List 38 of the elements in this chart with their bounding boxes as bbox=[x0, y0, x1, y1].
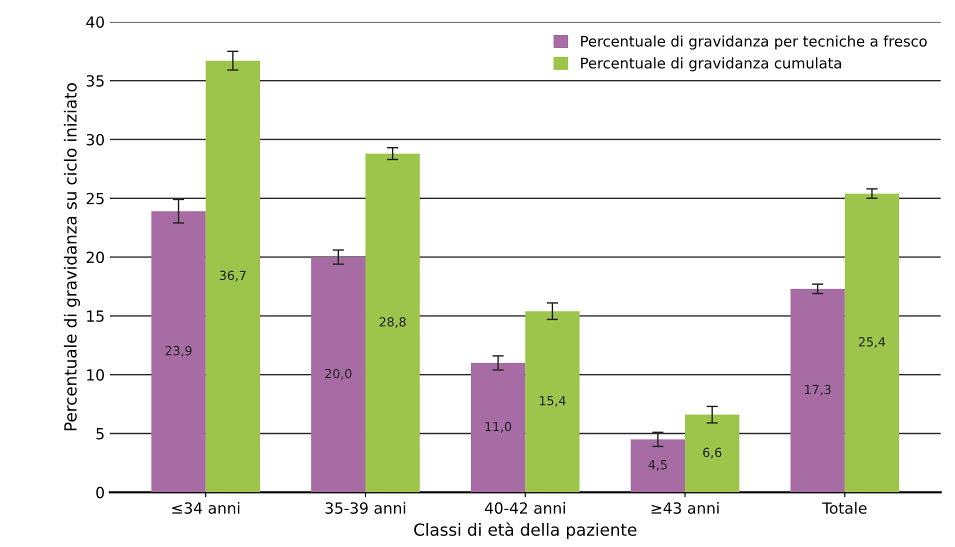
legend-label: Percentuale di gravidanza per tecniche a fresco bbox=[581, 35, 927, 50]
bar bbox=[206, 60, 260, 492]
data-label: 17,3 bbox=[805, 384, 831, 396]
y-axis-title: Percentuale di gravidanza su ciclo iniziato bbox=[64, 83, 80, 430]
bar bbox=[844, 194, 900, 492]
bar bbox=[685, 414, 740, 492]
bar bbox=[525, 311, 580, 492]
bar bbox=[151, 211, 206, 492]
data-label: 6,6 bbox=[703, 448, 722, 458]
legend-label: Percentuale di gravidanza cumulata bbox=[581, 57, 841, 72]
x-tick-label: Totale bbox=[822, 502, 867, 514]
data-label: 11,0 bbox=[486, 422, 512, 433]
data-label: 23,9 bbox=[166, 346, 192, 357]
bar bbox=[311, 257, 366, 492]
bar bbox=[365, 154, 420, 492]
y-tick-label: 25 bbox=[86, 192, 104, 204]
x-axis-title: Classi di età della paziente bbox=[414, 522, 636, 540]
data-label: 4,5 bbox=[648, 460, 667, 471]
y-tick-label: 15 bbox=[87, 310, 104, 322]
data-label: 15,4 bbox=[540, 396, 566, 407]
bar bbox=[630, 439, 686, 492]
x-tick-label: 40-42 anni bbox=[484, 502, 565, 514]
y-tick-label: 5 bbox=[96, 428, 104, 440]
data-label: 20,0 bbox=[325, 368, 352, 380]
y-tick-label: 40 bbox=[86, 16, 104, 28]
y-tick-label: 30 bbox=[86, 134, 104, 146]
bar bbox=[790, 288, 845, 492]
data-label: 28,8 bbox=[380, 317, 406, 328]
x-tick-label: ≥43 anni bbox=[652, 502, 719, 514]
y-tick-label: 35 bbox=[86, 75, 104, 87]
data-label: 36,7 bbox=[220, 270, 246, 282]
x-tick-label: ≤34 anni bbox=[172, 502, 240, 514]
y-tick-label: 10 bbox=[87, 369, 104, 381]
x-tick-label: 35-39 anni bbox=[326, 502, 406, 514]
bar bbox=[470, 362, 526, 492]
y-tick-label: 20 bbox=[86, 252, 104, 264]
data-label: 25,4 bbox=[858, 337, 886, 348]
y-tick-label: 0 bbox=[96, 486, 104, 498]
